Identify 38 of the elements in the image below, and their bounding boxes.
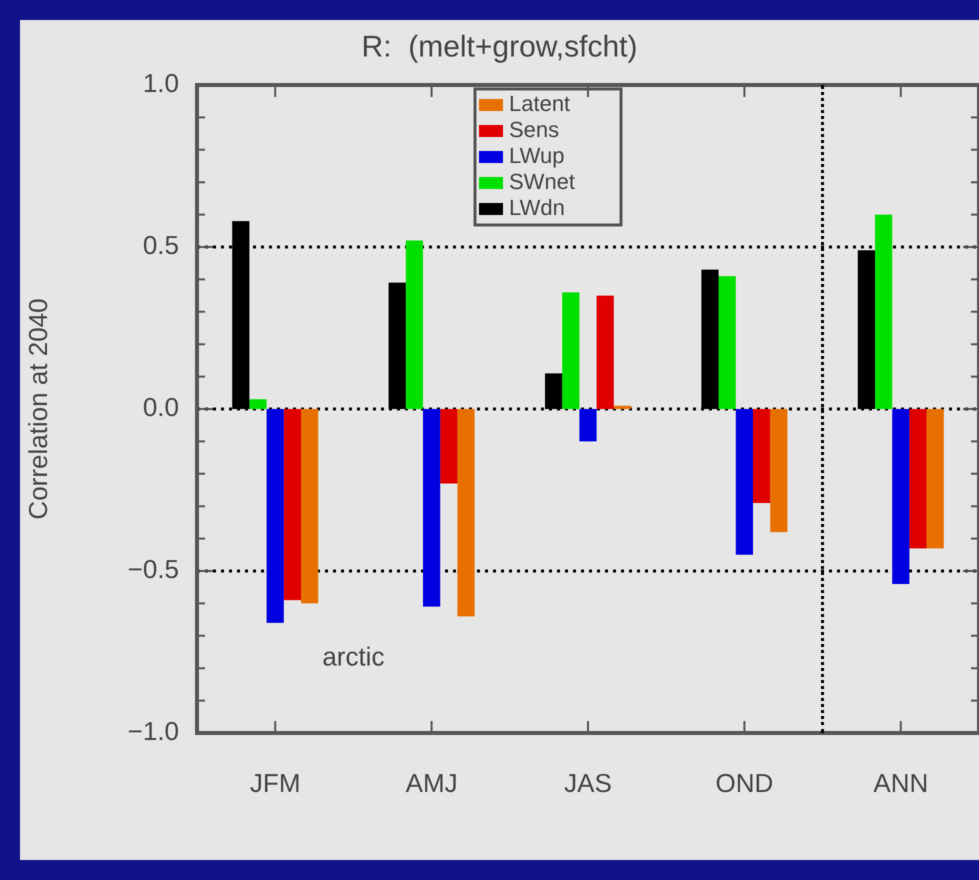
bar: [301, 409, 318, 604]
bar: [770, 409, 788, 532]
legend-label: SWnet: [509, 169, 576, 194]
bar: [614, 406, 632, 409]
bar: [596, 296, 614, 409]
legend-label: LWdn: [509, 195, 565, 220]
x-tick-label: JFM: [250, 768, 300, 798]
x-tick-label: AMJ: [406, 768, 458, 798]
bar: [718, 276, 736, 409]
bar: [284, 409, 302, 600]
bar: [874, 214, 892, 409]
bar: [406, 240, 423, 409]
bar: [892, 409, 910, 584]
bar: [736, 409, 753, 555]
y-tick-label: −0.5: [128, 554, 179, 584]
bar: [753, 409, 770, 503]
x-tick-label: ANN: [873, 768, 928, 798]
legend-label: Latent: [509, 91, 570, 116]
legend-label: Sens: [509, 117, 560, 142]
y-axis-title: Correlation at 2040: [22, 298, 53, 520]
bar: [249, 399, 267, 409]
x-tick-label: OND: [716, 768, 774, 798]
bar: [423, 409, 440, 607]
x-tick-label: JAS: [564, 768, 612, 798]
bar: [909, 409, 927, 548]
bar: [440, 409, 458, 484]
chart-title: R: (melt+grow,sfcht): [362, 30, 638, 64]
bar: [562, 292, 580, 409]
legend-label: LWup: [509, 143, 564, 168]
y-tick-label: −1.0: [128, 716, 179, 746]
annotation: arctic: [322, 642, 384, 672]
y-tick-label: 0.5: [142, 230, 179, 260]
bar: [266, 409, 284, 623]
bar: [926, 409, 944, 548]
bar: [579, 409, 597, 442]
y-tick-label: 0.0: [142, 392, 179, 422]
bar: [457, 409, 475, 616]
y-tick-label: 1.0: [142, 68, 179, 98]
